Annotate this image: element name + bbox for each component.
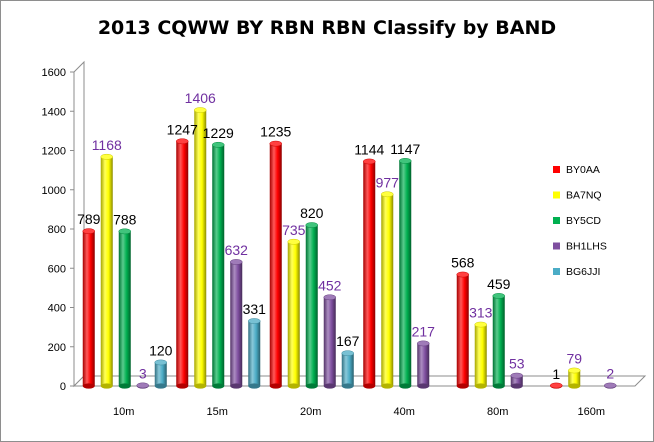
y-tick-label: 0 <box>60 381 66 393</box>
legend-label: BG6JJI <box>566 266 600 278</box>
legend-swatch <box>553 268 560 275</box>
data-label-ba7nq-20m: 735 <box>282 222 306 238</box>
bar-bg6jji-20m <box>341 350 354 389</box>
bar-ba7nq-10m <box>100 153 113 389</box>
data-label-bh1lhs-80m: 53 <box>509 356 525 372</box>
bar-bh1lhs-40m <box>417 340 430 389</box>
legend-item-ba7nq: BA7NQ <box>553 190 602 202</box>
bar-by0aa-80m <box>456 271 469 389</box>
bar-bh1lhs-160m <box>604 382 617 389</box>
legend-swatch <box>553 166 560 173</box>
data-label-bh1lhs-160m: 2 <box>606 366 614 382</box>
data-label-by0aa-20m: 1235 <box>260 124 291 140</box>
legend-item-by0aa: BY0AA <box>553 164 600 176</box>
data-label-by0aa-160m: 1 <box>552 366 560 382</box>
bar-bh1lhs-10m <box>136 382 149 389</box>
data-label-ba7nq-40m: 977 <box>376 174 400 190</box>
data-label-bh1lhs-15m: 632 <box>225 242 249 258</box>
bar-bg6jji-15m <box>248 318 261 389</box>
category-label-80m: 80m <box>487 406 508 418</box>
data-label-by0aa-10m: 789 <box>77 211 101 227</box>
bar-bh1lhs-20m <box>323 294 336 389</box>
bar-bg6jji-10m <box>154 359 167 389</box>
bar-ba7nq-15m <box>194 107 207 389</box>
data-label-bg6jji-15m: 331 <box>243 301 267 317</box>
y-tick-label: 600 <box>48 263 66 275</box>
data-label-ba7nq-80m: 313 <box>469 305 493 321</box>
data-label-bg6jji-10m: 120 <box>149 342 173 358</box>
data-label-by5cd-40m: 1147 <box>390 141 420 157</box>
legend-swatch <box>553 191 560 199</box>
data-label-bh1lhs-20m: 452 <box>318 277 342 293</box>
bar-ba7nq-40m <box>381 191 394 389</box>
category-label-10m: 10m <box>113 406 134 418</box>
y-tick-label: 400 <box>48 303 66 315</box>
y-tick-label: 1400 <box>42 106 66 118</box>
bars <box>82 107 617 389</box>
bar-by0aa-40m <box>363 158 376 389</box>
data-label-ba7nq-160m: 79 <box>566 350 582 366</box>
data-label-by0aa-15m: 1247 <box>167 121 198 137</box>
y-tick-label: 800 <box>48 224 66 236</box>
bar-by5cd-80m <box>492 293 505 389</box>
legend-swatch <box>553 217 560 224</box>
bar-by0aa-15m <box>176 138 189 389</box>
bar-by5cd-15m <box>212 141 225 389</box>
data-label-bh1lhs-10m: 3 <box>139 365 147 381</box>
legend-item-bh1lhs: BH1LHS <box>553 241 607 253</box>
legend-item-bg6jji: BG6JJI <box>553 266 600 278</box>
bar-bh1lhs-80m <box>510 372 523 389</box>
legend: BY0AA BA7NQ BY5CD BH1LHS BG6JJI <box>553 164 607 278</box>
y-tick-label: 1000 <box>42 185 66 197</box>
legend-label: BY0AA <box>566 164 600 176</box>
y-tick-label: 1600 <box>42 67 66 79</box>
category-label-15m: 15m <box>207 406 228 418</box>
data-label-by0aa-40m: 1144 <box>354 141 384 157</box>
data-label-by5cd-10m: 788 <box>113 211 137 227</box>
bar-bh1lhs-15m <box>230 259 243 389</box>
data-label-bg6jji-20m: 167 <box>336 333 360 349</box>
category-label-40m: 40m <box>394 406 415 418</box>
data-label-ba7nq-10m: 1168 <box>92 137 122 153</box>
y-tick-label: 200 <box>48 342 66 354</box>
data-label-by5cd-20m: 820 <box>300 205 324 221</box>
bar-by0aa-20m <box>269 140 282 389</box>
bar-by5cd-20m <box>305 222 318 389</box>
bar-by0aa-10m <box>82 228 95 389</box>
legend-item-by5cd: BY5CD <box>553 215 601 227</box>
bar-by0aa-160m <box>550 382 563 389</box>
y-tick-label: 1200 <box>42 146 66 158</box>
category-label-160m: 160m <box>577 406 605 418</box>
data-label-bh1lhs-40m: 217 <box>412 323 436 339</box>
legend-label: BA7NQ <box>566 190 602 202</box>
data-label-ba7nq-15m: 1406 <box>185 90 216 106</box>
bar-ba7nq-20m <box>287 238 300 389</box>
category-label-20m: 20m <box>300 406 321 418</box>
data-label-by5cd-80m: 459 <box>487 276 511 292</box>
legend-label: BH1LHS <box>566 241 607 253</box>
bar-ba7nq-80m <box>474 321 487 389</box>
bar-ba7nq-160m <box>568 367 581 389</box>
data-label-by5cd-15m: 1229 <box>203 125 234 141</box>
data-label-by0aa-80m: 568 <box>451 255 475 271</box>
legend-label: BY5CD <box>566 215 601 227</box>
bar-by5cd-40m <box>399 158 412 389</box>
legend-swatch <box>553 242 560 250</box>
chart-title: 2013 CQWW BY RBN RBN Classify by BAND <box>98 17 556 39</box>
bar-by5cd-10m <box>118 228 131 389</box>
